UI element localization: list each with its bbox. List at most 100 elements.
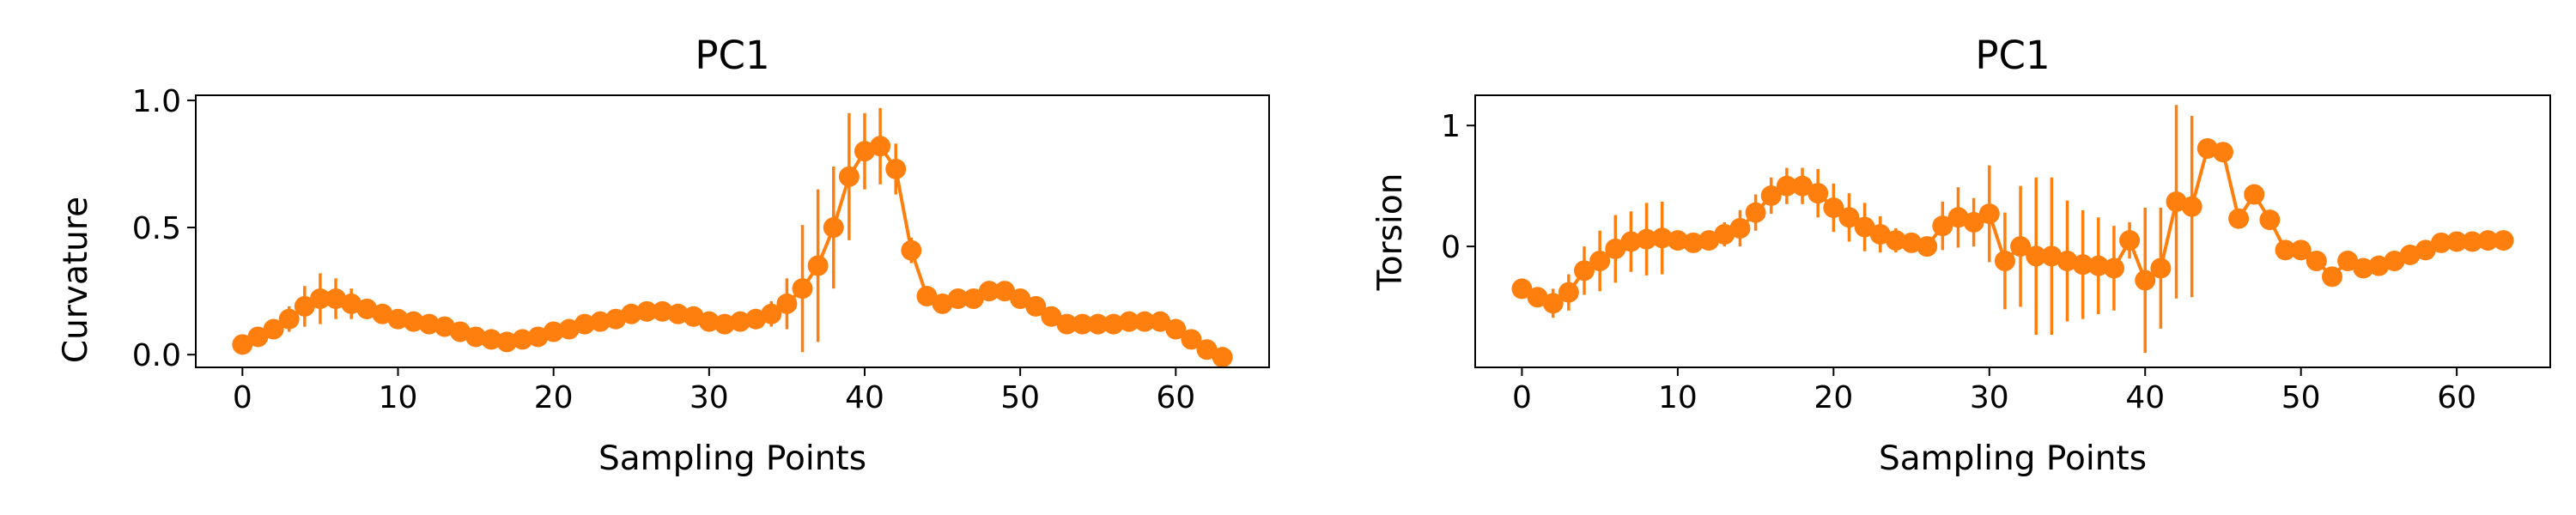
data-point: [1854, 216, 1875, 238]
data-point: [2368, 255, 2390, 276]
data-point: [434, 316, 455, 337]
data-point: [1729, 217, 1751, 239]
data-point: [683, 306, 704, 327]
data-point: [2337, 251, 2359, 272]
data-point: [2306, 251, 2327, 272]
data-point: [776, 293, 798, 314]
data-point: [2087, 255, 2109, 276]
data-point: [1776, 175, 1797, 197]
data-point: [527, 326, 549, 348]
data-point: [1103, 313, 1124, 335]
data-point: [714, 313, 735, 335]
data-point: [1041, 306, 1062, 327]
data-point: [325, 288, 347, 310]
data-point: [1087, 313, 1109, 335]
x-tick-label: 40: [2125, 380, 2165, 415]
data-point: [512, 329, 533, 350]
data-point: [761, 303, 782, 324]
data-point: [792, 278, 813, 300]
chart-ticks-torsion: 0 10 20 30 40 50 60 0 1: [1441, 109, 2476, 415]
plot-frame-curvature: [195, 94, 1270, 368]
data-point: [2384, 251, 2405, 272]
data-point: [1150, 311, 1171, 332]
data-point: [1025, 295, 1047, 317]
data-point: [667, 303, 689, 324]
y-tick-label: 1: [1441, 109, 1461, 144]
data-point: [2196, 137, 2218, 159]
data-point: [2275, 239, 2296, 261]
data-point: [2119, 230, 2141, 251]
data-point: [916, 286, 938, 307]
data-point: [356, 298, 378, 319]
data-point: [1589, 251, 1611, 272]
y-axis-label-curvature: Curvature: [57, 197, 95, 363]
data-point: [341, 293, 362, 314]
data-point: [2415, 239, 2436, 261]
data-point: [2493, 230, 2514, 251]
data-point: [1118, 311, 1139, 332]
x-tick-label: 30: [690, 380, 729, 415]
y-tick-label: 0: [1441, 230, 1461, 265]
data-point: [1838, 207, 1860, 228]
data-point: [496, 331, 518, 353]
data-point: [1636, 228, 1657, 250]
y-tick-label: 1.0: [132, 84, 181, 119]
data-point: [807, 255, 829, 276]
data-point: [2181, 196, 2202, 217]
data-point: [1196, 339, 1218, 360]
data-point: [387, 308, 409, 330]
data-point: [1165, 318, 1187, 340]
data-point: [2166, 191, 2187, 212]
data-point: [1527, 287, 1548, 308]
data-point: [1760, 185, 1782, 206]
data-point: [309, 288, 331, 310]
data-point: [2057, 251, 2078, 272]
data-point: [2103, 258, 2124, 279]
data-point: [372, 303, 393, 324]
data-point: [558, 318, 580, 340]
data-point: [2244, 184, 2265, 205]
chart-title-torsion: PC1: [1975, 33, 2050, 78]
chart-ticks-curvature: 0 10 20 30 40 50 60 0.0 0.5 1.0: [132, 84, 1195, 415]
data-point: [1978, 203, 2000, 225]
data-point: [978, 281, 999, 302]
data-point: [636, 300, 658, 322]
data-point: [2446, 231, 2468, 252]
data-point: [1745, 202, 1766, 223]
data-point: [1667, 230, 1688, 251]
data-point: [1683, 232, 1704, 253]
data-point: [1947, 207, 1969, 228]
data-point: [1072, 313, 1093, 335]
data-point: [745, 308, 767, 330]
data-point: [1605, 238, 1626, 259]
data-point: [932, 293, 953, 314]
x-axis-label-curvature: Sampling Points: [598, 439, 866, 478]
x-tick-label: 60: [2437, 380, 2476, 415]
data-point: [1056, 313, 1078, 335]
data-point: [294, 295, 315, 317]
data-point: [1901, 232, 1923, 253]
data-point: [1917, 236, 1938, 258]
x-tick-label: 60: [1156, 380, 1195, 415]
data-point: [1807, 183, 1829, 204]
data-point: [901, 239, 922, 261]
data-point: [590, 311, 611, 332]
x-tick-label: 10: [1658, 380, 1698, 415]
data-point: [2353, 258, 2374, 279]
data-point: [1134, 311, 1156, 332]
data-point: [449, 321, 471, 342]
data-point: [885, 158, 907, 179]
data-point: [2259, 209, 2281, 231]
series-line: [1521, 147, 2504, 306]
data-point: [1714, 224, 1735, 245]
chart-title-curvature: PC1: [695, 33, 769, 78]
data-point: [2212, 142, 2233, 163]
data-point: [1994, 251, 2015, 272]
x-tick-label: 20: [534, 380, 574, 415]
data-point: [1574, 260, 1595, 282]
data-point: [2321, 266, 2342, 288]
data-point: [1181, 329, 1202, 350]
data-point: [278, 308, 300, 330]
data-point: [1620, 231, 1642, 252]
